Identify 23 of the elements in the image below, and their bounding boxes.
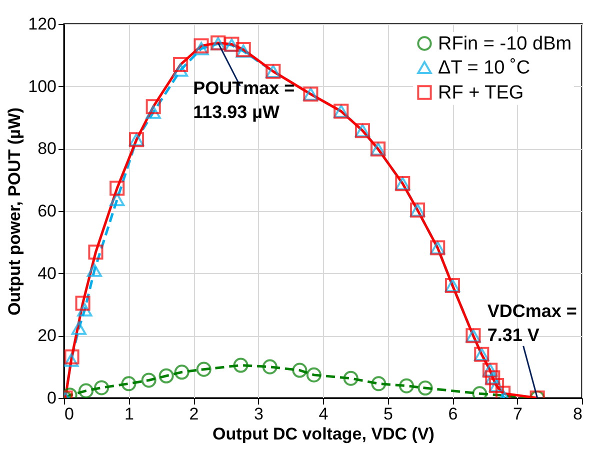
x-tick-label: 6 [448,404,458,424]
y-axis-title: Output power, POUT (µW) [5,107,24,316]
legend-label: ΔT = 10 ˚C [438,58,530,78]
y-tick-label: 120 [28,14,56,34]
x-tick-label: 2 [189,404,199,424]
legend-label: RF + TEG [438,82,524,104]
x-tick-label: 8 [573,404,582,424]
x-tick-label: 1 [124,404,134,424]
y-tick-label: 60 [38,202,56,220]
y-tick-label: 80 [38,139,56,158]
annotation: POUTmax = 113.93 µW [193,78,295,122]
x-axis-title: Output DC voltage, VDC (V) [212,424,434,444]
x-tick-label: 0 [64,404,74,424]
x-tick-label: 7 [513,404,522,424]
annotation: VDCmax = 7.31 V [487,301,577,345]
x-tick-label: 4 [318,404,328,424]
y-tick-label: 100 [28,76,56,96]
y-tick-label: 20 [38,326,56,346]
y-tick-label: 40 [38,264,56,283]
y-tick-label: 0 [47,388,56,408]
x-tick-label: 3 [254,404,264,424]
legend-label: RFin = -10 dBm [438,34,572,54]
x-tick-label: 5 [384,404,393,424]
